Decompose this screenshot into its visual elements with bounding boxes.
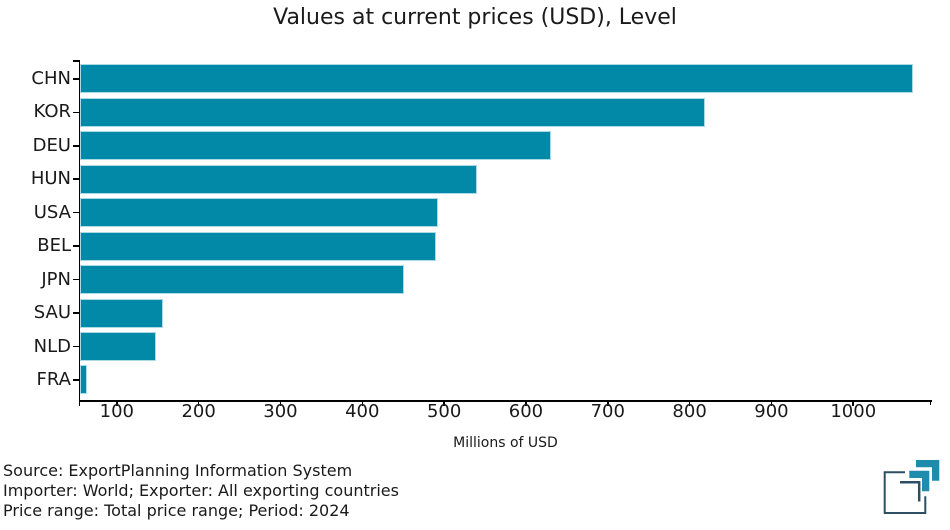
importer-exporter-line: Importer: World; Exporter: All exporting… xyxy=(3,481,399,500)
y-axis-label-deu: DEU xyxy=(32,134,71,156)
y-axis-label-hun: HUN xyxy=(30,168,71,190)
x-tick-400 xyxy=(361,401,364,406)
x-tick-label-100: 100 xyxy=(99,401,134,422)
chart-title: Values at current prices (USD), Level xyxy=(273,5,677,30)
bar-hun xyxy=(80,164,477,194)
price-range-line: Price range: Total price range; Period: … xyxy=(3,501,350,520)
x-axis-end-tick xyxy=(929,400,932,405)
x-tick-600 xyxy=(525,401,527,406)
x-axis-title: Millions of USD xyxy=(453,435,558,451)
y-axis-label-kor: KOR xyxy=(33,101,72,123)
bar-bel xyxy=(80,231,436,261)
bars-layer xyxy=(80,60,931,401)
logo-corner-dark xyxy=(900,480,921,502)
x-tick-800 xyxy=(688,401,691,406)
source-note: Source: ExportPlanning Information Syste… xyxy=(3,461,399,521)
plot-area xyxy=(80,60,931,401)
x-tick-700 xyxy=(606,401,609,406)
bar-kor xyxy=(80,97,706,127)
x-axis-line xyxy=(78,400,932,402)
y-axis-label-usa: USA xyxy=(33,201,71,223)
bar-jpn xyxy=(80,265,404,295)
x-tick-500 xyxy=(443,401,445,406)
x-tick-label-900: 900 xyxy=(754,401,789,422)
logo-square-outline xyxy=(883,471,927,514)
logo-corner-teal-mid xyxy=(909,470,930,492)
x-tick-1000 xyxy=(852,401,855,406)
bar-sau xyxy=(80,298,163,328)
y-axis-label-fra: FRA xyxy=(36,368,71,390)
y-axis-label-chn: CHN xyxy=(31,67,71,89)
x-tick-label-500: 500 xyxy=(426,401,462,422)
x-tick-label-800: 800 xyxy=(672,401,707,422)
x-tick-label-400: 400 xyxy=(345,401,380,422)
bar-usa xyxy=(80,198,439,228)
y-axis-label-jpn: JPN xyxy=(41,268,71,290)
bar-fra xyxy=(80,365,87,395)
x-tick-label-200: 200 xyxy=(181,401,216,422)
x-tick-300 xyxy=(279,401,282,406)
x-tick-label-700: 700 xyxy=(590,401,625,422)
y-axis-line xyxy=(78,60,81,406)
x-tick-100 xyxy=(116,401,118,406)
bar-chn xyxy=(80,64,913,94)
x-tick-200 xyxy=(197,401,200,406)
y-axis-label-nld: NLD xyxy=(33,335,71,357)
exportplanning-logo xyxy=(883,460,940,514)
x-tick-900 xyxy=(770,401,773,406)
x-tick-label-1000: 1000 xyxy=(830,401,877,422)
y-axis-label-bel: BEL xyxy=(37,235,71,257)
y-axis-end-tick xyxy=(72,60,79,62)
logo-corner-teal-top xyxy=(916,460,940,481)
source-line: Source: ExportPlanning Information Syste… xyxy=(3,461,353,480)
bar-deu xyxy=(80,131,552,161)
x-tick-label-300: 300 xyxy=(263,401,298,422)
y-axis-label-sau: SAU xyxy=(33,302,71,324)
bar-nld xyxy=(80,332,157,361)
x-tick-label-600: 600 xyxy=(508,401,544,422)
